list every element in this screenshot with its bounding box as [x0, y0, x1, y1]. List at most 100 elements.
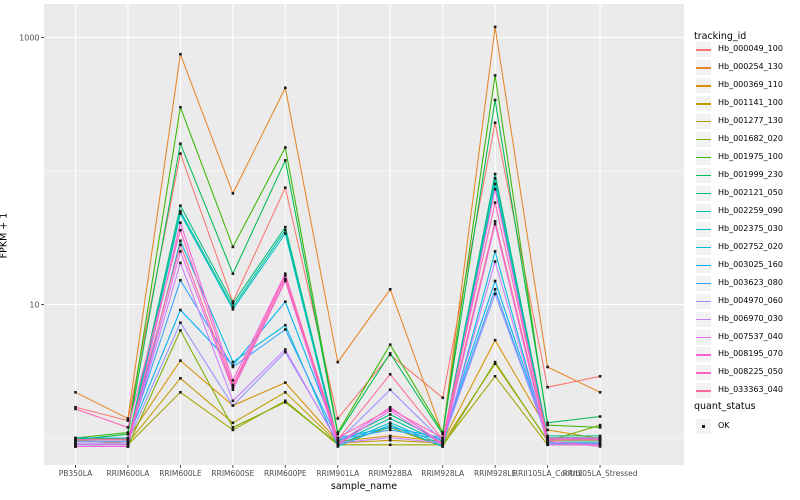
legend-key-icon	[696, 257, 711, 273]
legend-key-line-icon	[696, 121, 711, 123]
data-point	[493, 375, 497, 378]
legend-key-icon	[696, 239, 711, 255]
y-axis-title: FPKM + 1	[0, 213, 10, 259]
data-point	[493, 187, 497, 191]
data-point	[231, 245, 235, 249]
legend-label: Hb_033363_040	[718, 385, 783, 395]
data-point	[126, 443, 130, 447]
data-point	[493, 177, 497, 180]
y-tick-label: 10	[29, 300, 39, 309]
data-point	[284, 272, 287, 275]
data-point	[284, 274, 287, 277]
data-point	[231, 426, 235, 429]
legend-key-line-icon	[696, 372, 711, 374]
data-point	[388, 434, 392, 438]
data-point	[231, 404, 235, 407]
data-points	[74, 25, 602, 448]
legend-label: Hb_000049_100	[718, 44, 783, 54]
legend-label: Hb_001277_130	[718, 116, 783, 126]
data-point	[493, 362, 497, 365]
data-point	[546, 428, 549, 432]
data-point	[179, 142, 182, 145]
data-point	[231, 428, 235, 432]
data-point	[284, 328, 287, 331]
data-point	[388, 353, 392, 357]
data-point	[179, 250, 182, 253]
data-point	[441, 438, 444, 441]
x-tick-label: RRIM600SE	[211, 469, 254, 478]
legend-label: Hb_007537_040	[718, 331, 783, 341]
data-point	[598, 426, 602, 429]
legend-title-tracking-id: tracking_id	[694, 31, 747, 42]
data-point	[388, 409, 392, 412]
x-tick-label: RRIM928LE	[474, 469, 517, 478]
data-point	[441, 440, 444, 443]
x-tick-label: PB350LA	[59, 469, 93, 478]
legend-key-icon	[696, 78, 711, 94]
data-point	[336, 445, 340, 448]
data-point	[546, 443, 549, 447]
data-point	[493, 201, 497, 204]
x-tick-label: RRIM600PE	[264, 469, 307, 478]
data-point	[284, 348, 287, 351]
data-point	[284, 146, 287, 149]
data-point	[388, 426, 392, 429]
data-point	[388, 436, 392, 439]
data-point	[231, 399, 235, 403]
data-point	[284, 186, 287, 189]
data-point	[231, 308, 235, 311]
legend-key-icon	[696, 311, 711, 327]
data-point	[284, 159, 287, 162]
data-point	[179, 52, 182, 56]
data-point	[231, 388, 235, 391]
legend-label: Hb_001682_020	[718, 134, 783, 144]
data-point	[388, 388, 392, 391]
data-point	[493, 338, 497, 342]
legend-key-line-icon	[696, 174, 711, 177]
data-point	[546, 423, 549, 427]
data-point	[493, 182, 497, 186]
data-point	[126, 441, 130, 445]
data-point	[441, 445, 444, 448]
y-tick-label: 1000	[19, 33, 39, 42]
data-point	[493, 260, 497, 263]
data-point	[546, 436, 549, 440]
legend-key-line-icon	[696, 228, 711, 231]
x-tick-label: RRII105LA_Control	[513, 469, 583, 478]
data-point	[179, 106, 182, 109]
legend-key-icon	[696, 96, 711, 112]
data-point	[74, 391, 77, 394]
data-point	[179, 321, 182, 324]
data-point	[179, 212, 182, 215]
data-point	[388, 439, 392, 442]
data-point	[231, 365, 235, 369]
legend-label: Hb_001975_100	[718, 152, 783, 161]
data-point	[126, 432, 130, 436]
legend-key-line-icon	[696, 300, 711, 302]
legend-key-icon	[696, 114, 711, 130]
data-point	[284, 228, 287, 232]
data-point	[231, 305, 235, 309]
data-point	[179, 204, 182, 207]
data-point	[598, 423, 602, 427]
data-point	[231, 360, 235, 364]
data-point	[493, 360, 497, 364]
legend-label: Hb_002375_030	[718, 223, 783, 233]
data-point	[388, 428, 392, 432]
data-point	[336, 438, 340, 441]
data-point	[231, 383, 235, 387]
data-point	[493, 98, 497, 102]
data-point	[284, 350, 287, 354]
legend-label: Hb_003623_080	[718, 277, 783, 287]
data-point	[493, 292, 497, 296]
data-point	[179, 391, 182, 394]
legend-key-line-icon	[696, 157, 711, 159]
data-point	[179, 278, 182, 282]
data-point	[441, 431, 444, 434]
data-point	[284, 225, 287, 229]
data-point	[546, 385, 549, 389]
data-point	[336, 417, 340, 420]
data-point	[126, 438, 130, 441]
data-point	[231, 421, 235, 425]
data-point	[336, 432, 340, 436]
